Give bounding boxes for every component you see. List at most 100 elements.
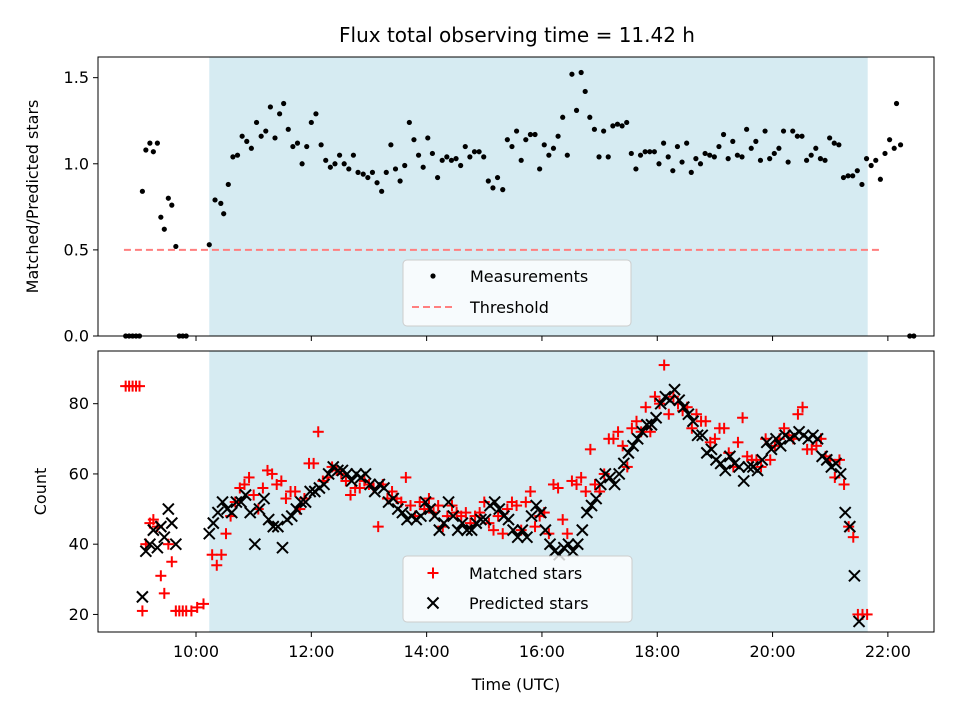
predicted-point xyxy=(136,590,149,604)
measurement-point xyxy=(374,180,380,186)
predicted-point xyxy=(139,545,153,558)
measurement-point xyxy=(415,152,422,158)
predicted-points xyxy=(136,383,866,628)
predicted-point xyxy=(165,516,179,530)
legend-measurements-label: Measurements xyxy=(470,267,588,286)
measurement-point xyxy=(161,226,167,232)
matched-point xyxy=(220,528,232,540)
predicted-point xyxy=(511,530,524,544)
measurement-point xyxy=(365,174,371,181)
measurement-point xyxy=(817,156,824,162)
predicted-point xyxy=(566,545,580,558)
top-y-axis-label: Matched/Predicted stars xyxy=(23,100,42,294)
matched-point xyxy=(206,549,218,561)
matched-point xyxy=(607,433,619,445)
predicted-point xyxy=(608,478,621,491)
bottom-ytick-label: 80 xyxy=(69,394,89,413)
measurement-point xyxy=(383,169,389,175)
predicted-point xyxy=(493,502,506,516)
predicted-point xyxy=(640,418,654,431)
matched-point xyxy=(663,408,675,420)
predicted-point xyxy=(751,464,764,477)
measurement-point xyxy=(697,161,704,167)
predicted-point xyxy=(474,513,488,526)
matched-point xyxy=(580,486,592,497)
matched-point xyxy=(626,422,638,434)
predicted-point xyxy=(386,492,400,505)
top-legend-box xyxy=(402,259,632,327)
measurement-point xyxy=(560,114,566,120)
predicted-point xyxy=(147,523,160,537)
measurement-point xyxy=(614,121,621,127)
measurement-point xyxy=(601,128,607,134)
measurement-point xyxy=(244,138,250,144)
measurement-point xyxy=(739,154,745,160)
matched-point xyxy=(238,478,250,490)
matched-point xyxy=(275,475,287,487)
top-ytick-label: 1.5 xyxy=(64,68,89,87)
predicted-point xyxy=(396,506,409,519)
predicted-point xyxy=(267,520,280,533)
matched-point xyxy=(155,570,167,582)
measurement-point xyxy=(863,156,870,162)
measurement-point xyxy=(476,149,482,155)
measurement-point xyxy=(555,133,561,139)
matched-point xyxy=(248,489,260,501)
matched-point xyxy=(571,478,583,490)
top-ytick-label: 1.0 xyxy=(64,154,89,173)
measurement-point xyxy=(887,137,893,143)
matched-point xyxy=(460,507,472,519)
legend-plus xyxy=(427,567,439,579)
predicted-point xyxy=(852,615,866,628)
predicted-point xyxy=(285,509,298,523)
measurement-point xyxy=(308,119,314,126)
xtick-label: 18:00 xyxy=(634,642,680,661)
measurement-point xyxy=(439,157,445,163)
matched-point xyxy=(838,478,850,490)
measurement-point xyxy=(154,140,160,146)
legend-predicted-label: Predicted stars xyxy=(469,594,589,613)
measurement-point xyxy=(248,145,254,151)
measurement-point xyxy=(642,149,648,155)
measurement-point xyxy=(290,143,296,150)
matched-point xyxy=(372,521,384,533)
predicted-point xyxy=(154,520,168,533)
predicted-point xyxy=(696,429,709,442)
measurement-point xyxy=(392,166,399,172)
legend-threshold-label: Threshold xyxy=(469,298,549,317)
matched-point xyxy=(158,587,170,599)
matched-point xyxy=(243,471,255,483)
predicted-point xyxy=(303,485,317,498)
measurement-point xyxy=(158,214,164,220)
matched-point xyxy=(211,559,223,571)
matched-point xyxy=(312,426,324,438)
matched-point xyxy=(215,549,227,561)
predicted-point xyxy=(262,513,275,526)
matched-point xyxy=(778,422,790,434)
measurement-point xyxy=(582,88,588,95)
predicted-point xyxy=(580,506,594,519)
measurement-point xyxy=(206,242,212,248)
measurement-point xyxy=(485,178,491,184)
measurement-point xyxy=(587,114,593,120)
measurement-point xyxy=(605,154,611,160)
matched-point xyxy=(861,608,873,620)
matched-point xyxy=(308,457,320,469)
measurement-point xyxy=(471,149,478,155)
measurement-point xyxy=(360,171,366,177)
predicted-point xyxy=(322,467,335,481)
predicted-point xyxy=(834,467,847,481)
predicted-point xyxy=(230,495,243,509)
matched-point xyxy=(266,468,278,480)
matched-point xyxy=(584,443,596,455)
predicted-point xyxy=(465,523,478,537)
matched-point xyxy=(561,528,573,540)
predicted-point xyxy=(742,460,755,474)
measurement-point xyxy=(355,169,361,175)
top-ytick-label: 0.0 xyxy=(64,327,89,346)
measurement-point xyxy=(840,174,847,181)
matched-point xyxy=(185,605,197,617)
measurement-point xyxy=(411,137,417,143)
xtick-label: 20:00 xyxy=(750,642,796,661)
